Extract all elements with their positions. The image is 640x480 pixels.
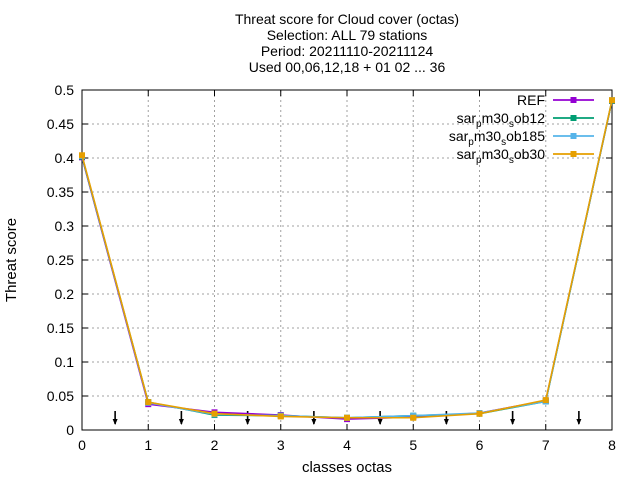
x-tick-label: 3 (277, 437, 285, 453)
x-tick-label: 5 (409, 437, 417, 453)
x-tick-label: 1 (144, 437, 152, 453)
legend-label-part: s (509, 155, 514, 166)
legend-label-part: s (509, 119, 514, 130)
legend-label-part: m30 (482, 110, 509, 126)
chart-title: Threat score for Cloud cover (octas)Sele… (235, 11, 459, 75)
title-line: Threat score for Cloud cover (octas) (235, 11, 459, 27)
y-tick-label: 0.5 (55, 82, 75, 98)
x-tick-label: 0 (78, 437, 86, 453)
y-tick-label: 0.1 (55, 354, 75, 370)
y-tick-label: 0.25 (47, 252, 74, 268)
marker-arrow (576, 411, 582, 425)
legend-label-part: m30 (482, 146, 509, 162)
marker-arrow (112, 411, 118, 425)
legend-entry: REF (517, 92, 594, 108)
y-tick-label: 0.3 (55, 218, 75, 234)
legend-marker (570, 97, 577, 103)
legend-entry: sarpm30sob185 (449, 128, 594, 148)
marker-arrow (443, 411, 449, 425)
legend-entry: sarpm30sob12 (457, 110, 594, 130)
y-tick-label: 0.2 (55, 286, 75, 302)
title-line: Used 00,06,12,18 + 01 02 ... 36 (249, 59, 446, 75)
legend-label-part: ob185 (506, 128, 545, 144)
x-tick-label: 7 (542, 437, 550, 453)
legend-label-part: sar (457, 146, 477, 162)
error-markers (112, 411, 582, 425)
legend-label-part: p (476, 119, 482, 130)
legend-marker (570, 115, 577, 121)
y-tick-label: 0.45 (47, 116, 74, 132)
legend-label: sarpm30sob30 (457, 146, 546, 166)
y-tick-label: 0.05 (47, 388, 74, 404)
grid-lines (82, 90, 612, 430)
data-point (410, 414, 417, 421)
data-point (277, 413, 284, 420)
y-tick-label: 0 (66, 422, 74, 438)
legend-label-part: ob30 (514, 146, 545, 162)
legend-label: sarpm30sob185 (449, 128, 545, 148)
x-tick-label: 4 (343, 437, 351, 453)
legend-label-part: p (476, 155, 482, 166)
data-point (79, 152, 85, 159)
legend-label: sarpm30sob12 (457, 110, 546, 130)
x-axis-label: classes octas (302, 459, 392, 476)
x-tick-label: 6 (476, 437, 484, 453)
legend-label-part: s (501, 137, 506, 148)
y-tick-label: 0.35 (47, 184, 74, 200)
title-line: Period: 20211110-20211124 (261, 43, 434, 59)
data-point (542, 397, 549, 404)
marker-arrow (178, 411, 184, 425)
legend-entry: sarpm30sob30 (457, 146, 594, 166)
series-sar-pm30-sob30 (79, 97, 615, 421)
legend-marker (570, 133, 577, 139)
legend-label-part: p (468, 137, 474, 148)
legend-label-part: ob12 (514, 110, 545, 126)
title-line: Selection: ALL 79 stations (267, 27, 428, 43)
legend-label-part: m30 (474, 128, 501, 144)
marker-arrow (510, 411, 516, 425)
data-point (344, 414, 350, 421)
data-point (476, 410, 483, 417)
legend-marker (570, 151, 577, 157)
y-axis-label: Threat score (3, 218, 20, 302)
marker-arrow (311, 411, 317, 425)
legend-label-part: sar (449, 128, 469, 144)
x-tick-label: 2 (211, 437, 219, 453)
legend-label: REF (517, 92, 545, 108)
axis-ticks: 0 0.05 0.1 0.15 0.2 0.25 0.3 0.35 0.4 0.45 0.5 0 1 2 3… (47, 82, 616, 453)
x-tick-label: 8 (608, 437, 616, 453)
y-tick-label: 0.4 (55, 150, 75, 166)
data-series (79, 97, 615, 423)
data-point (145, 399, 152, 406)
y-tick-label: 0.15 (47, 320, 74, 336)
legend-label-part: sar (457, 110, 477, 126)
data-point (211, 410, 218, 417)
data-point (609, 97, 615, 104)
